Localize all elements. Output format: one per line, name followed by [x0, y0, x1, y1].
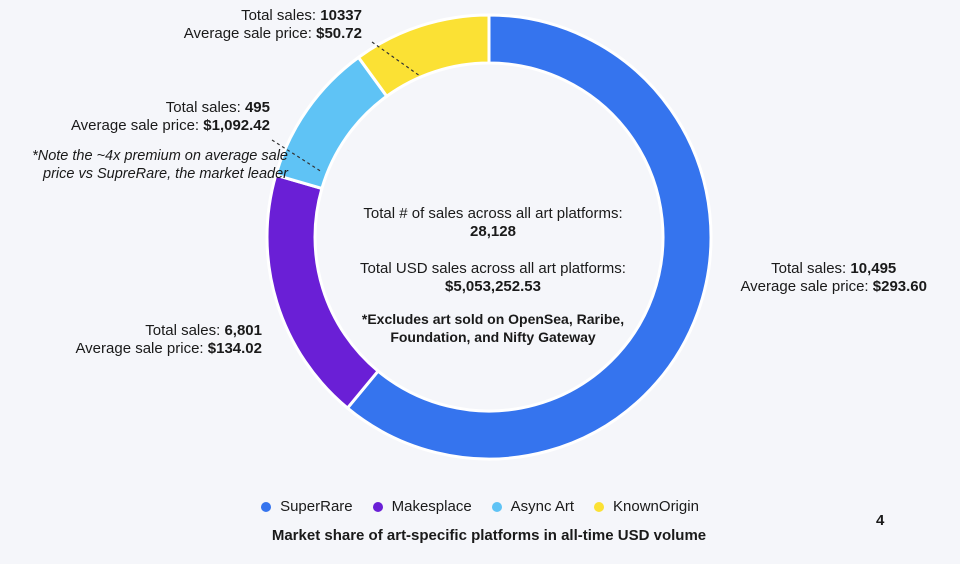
- legend-dot-makesplace: [372, 501, 383, 512]
- premium-note: *Note the ~4x premium on average sale pr…: [32, 148, 288, 182]
- legend-item-makesplace: Makesplace: [372, 498, 472, 515]
- legend-dot-async-art: [491, 501, 502, 512]
- leader-line-async-art: [271, 139, 323, 173]
- leader-line-knownorigin: [371, 41, 421, 77]
- total-usd-label: Total USD sales across all art platforms…: [360, 260, 626, 277]
- legend-dot-superrare: [261, 501, 272, 512]
- page-number: 4: [876, 512, 885, 529]
- slice-async-art: [273, 55, 389, 191]
- legend-item-async-art: Async Art: [491, 498, 574, 515]
- legend-item-knownorigin: KnownOrigin: [594, 498, 699, 515]
- annotation-knownorigin: Total sales: 10337 Average sale price: $…: [183, 7, 362, 42]
- annotation-superrare: Total sales: 10,495 Average sale price: …: [740, 260, 927, 295]
- annotation-makesplace: Total sales: 6,801 Average sale price: $…: [75, 322, 262, 357]
- total-sales-label: Total # of sales across all art platform…: [363, 205, 623, 222]
- slice-superrare: [345, 13, 713, 461]
- exclusion-note: *Excludes art sold on OpenSea, Raribe, F…: [361, 311, 625, 345]
- slice-knownorigin: [356, 13, 491, 99]
- total-usd-value: $5,053,252.53: [445, 278, 541, 295]
- legend-dot-knownorigin: [594, 501, 605, 512]
- legend: SuperRare Makesplace Async Art KnownOrig…: [0, 498, 960, 515]
- center-summary: Total # of sales across all art platform…: [333, 205, 653, 346]
- total-sales-value: 28,128: [470, 223, 516, 240]
- chart-title: Market share of art-specific platforms i…: [271, 527, 707, 544]
- legend-item-superrare: SuperRare: [261, 498, 353, 515]
- annotation-async-art: Total sales: 495 Average sale price: $1,…: [70, 99, 270, 134]
